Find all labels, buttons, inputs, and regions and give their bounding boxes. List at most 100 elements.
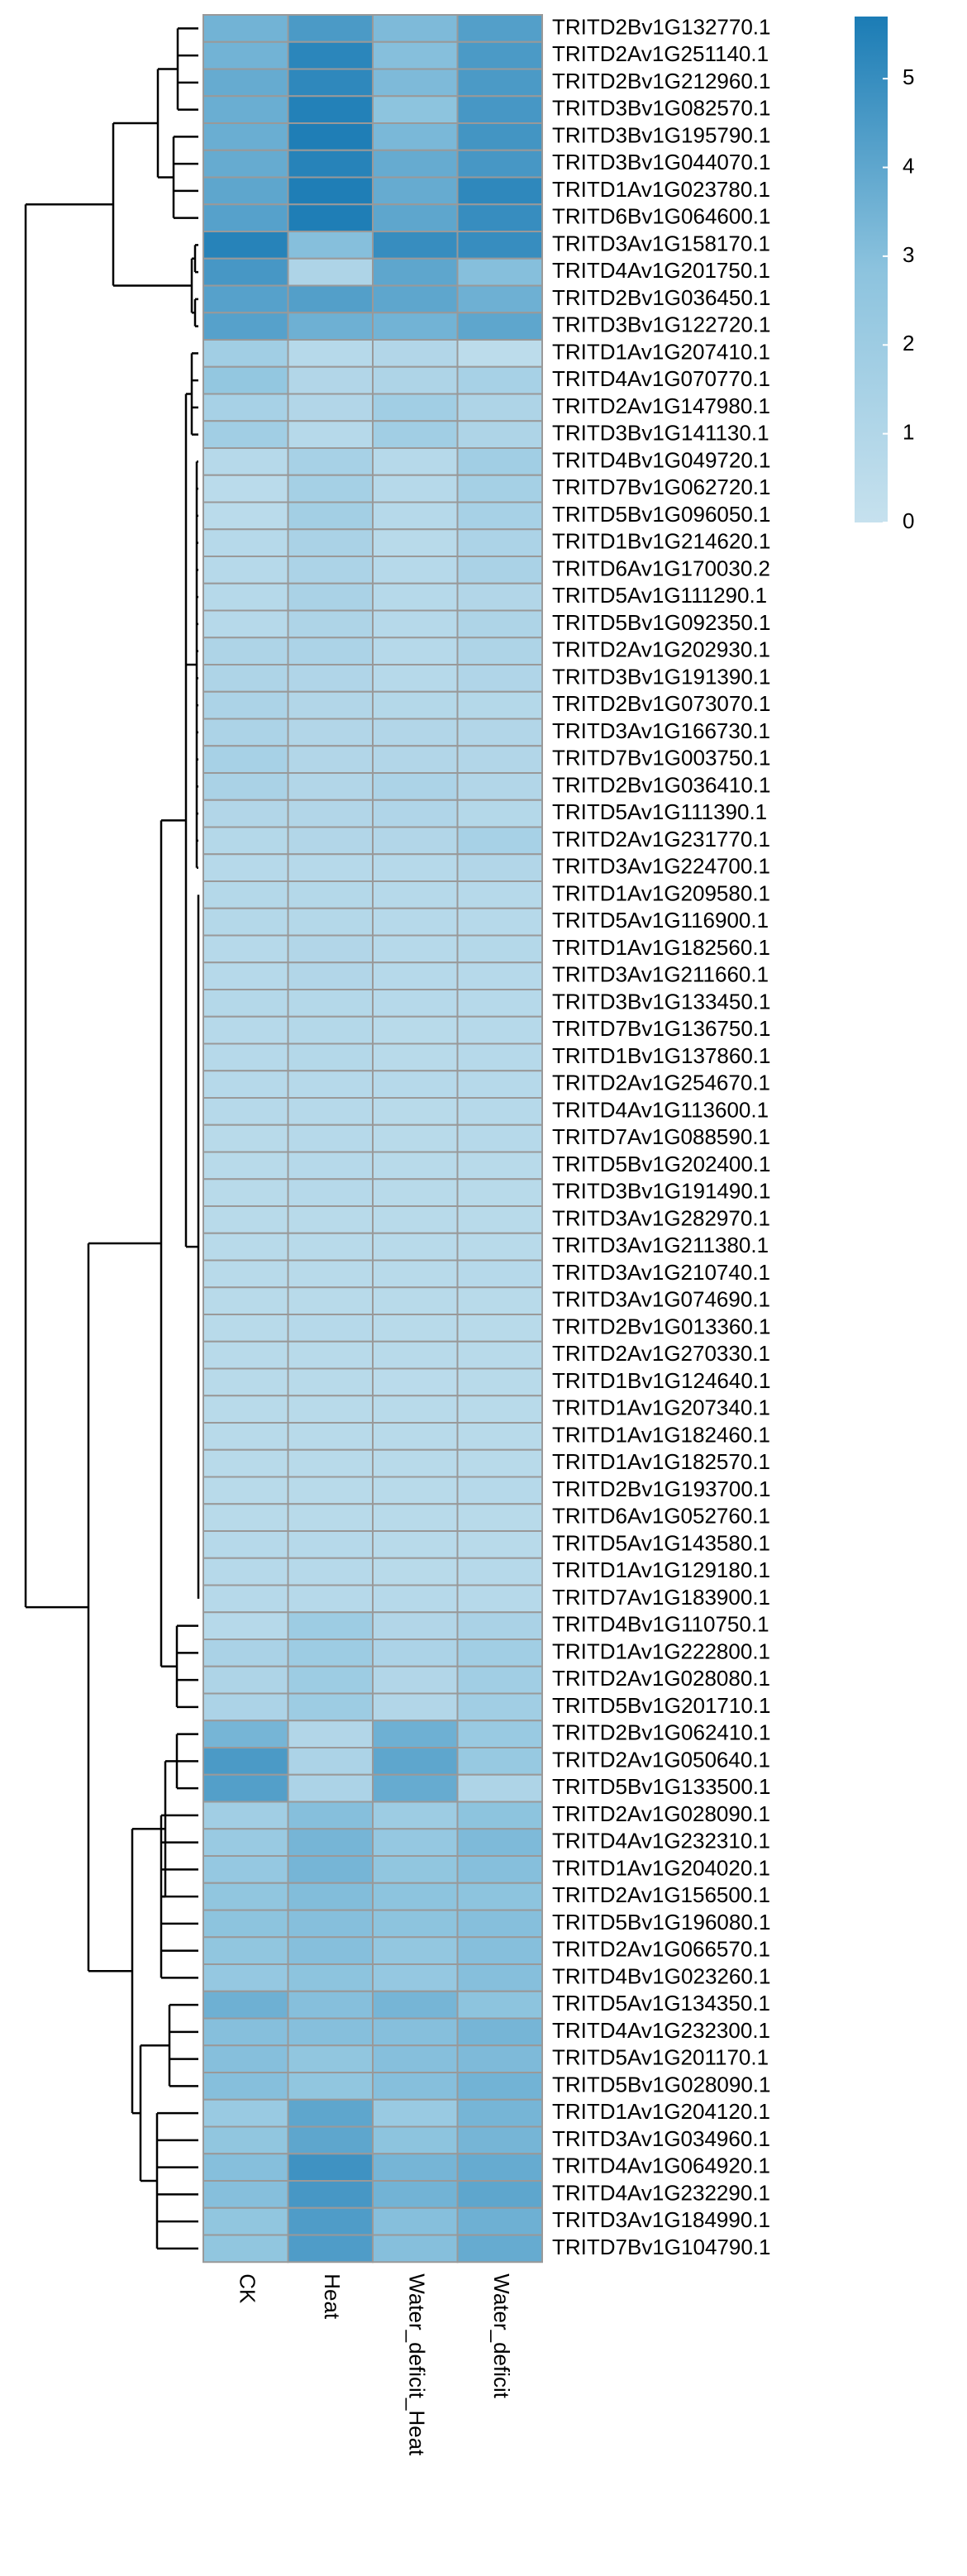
heatmap-cell [372, 1314, 459, 1343]
heatmap-cell [287, 826, 374, 856]
row-label: TRITD3Bv1G044070.1 [552, 150, 770, 174]
heatmap-cell [202, 556, 289, 584]
heatmap-cell [456, 1963, 543, 1992]
heatmap-cell [202, 1747, 289, 1776]
row-label: TRITD3Bv1G191390.1 [552, 664, 770, 689]
heatmap-cell [372, 501, 459, 531]
heatmap-cell [372, 1665, 459, 1695]
heatmap-cell [287, 1070, 374, 1099]
heatmap-cell [202, 1123, 289, 1153]
heatmap-cell [287, 1259, 374, 1289]
row-label: TRITD2Av1G254670.1 [552, 1071, 770, 1095]
heatmap-cell [372, 989, 459, 1018]
heatmap-cell [287, 1530, 374, 1559]
heatmap-cell [456, 203, 543, 232]
legend-tick-label: 2 [903, 331, 914, 355]
heatmap-cell [372, 1042, 459, 1072]
heatmap-cell [456, 1882, 543, 1911]
row-label: TRITD5Av1G134350.1 [552, 1991, 770, 2015]
heatmap-cell [456, 1097, 543, 1126]
heatmap-cell [372, 1801, 459, 1830]
heatmap-cell [287, 393, 374, 422]
heatmap-cell [372, 1584, 459, 1614]
legend-tick-label: 0 [903, 508, 914, 533]
heatmap-cell [287, 1395, 374, 1424]
heatmap-cell [287, 989, 374, 1018]
heatmap-cell [287, 1205, 374, 1234]
row-label: TRITD4Av1G113600.1 [552, 1097, 769, 1122]
heatmap-cell [372, 637, 459, 665]
heatmap-cell [202, 1042, 289, 1072]
row-label: TRITD7Av1G183900.1 [552, 1585, 770, 1610]
heatmap-cell [456, 474, 543, 503]
row-label: TRITD3Av1G166730.1 [552, 718, 770, 743]
heatmap-cell [372, 609, 459, 639]
heatmap-cell [202, 1909, 289, 1939]
heatmap-cell [372, 1990, 459, 2020]
heatmap-cell [287, 149, 374, 179]
heatmap-cell [372, 2098, 459, 2128]
heatmap-cell [202, 772, 289, 801]
row-label: TRITD3Bv1G133450.1 [552, 989, 770, 1014]
heatmap-cell [372, 1178, 459, 1207]
row-label: TRITD4Av1G064920.1 [552, 2154, 770, 2178]
heatmap-cell [372, 176, 459, 206]
heatmap-cell [202, 393, 289, 422]
heatmap-cell [456, 853, 543, 882]
heatmap-cell [372, 365, 459, 395]
heatmap-cell [456, 907, 543, 937]
heatmap-cell [202, 1286, 289, 1315]
heatmap-cell [456, 68, 543, 98]
heatmap-cell [456, 1151, 543, 1181]
heatmap-cell [287, 2098, 374, 2128]
heatmap-cell [372, 203, 459, 232]
row-label: TRITD3Bv1G141130.1 [552, 421, 769, 446]
heatmap-cell [456, 1936, 543, 1965]
heatmap-cell [456, 2180, 543, 2209]
heatmap-cell [456, 95, 543, 124]
heatmap-cell [456, 2125, 543, 2155]
heatmap-cell [202, 2206, 289, 2236]
heatmap-cell [456, 393, 543, 422]
heatmap-cell [287, 339, 374, 368]
heatmap-cell [287, 1611, 374, 1640]
heatmap-cell [372, 907, 459, 937]
heatmap-cell [372, 1909, 459, 1939]
heatmap-cell [372, 257, 459, 287]
heatmap-cell [372, 2180, 459, 2209]
heatmap-cell [456, 609, 543, 639]
heatmap-cell [202, 365, 289, 395]
heatmap-cell [372, 556, 459, 584]
heatmap-cell [372, 1639, 459, 1667]
heatmap-cell [202, 1232, 289, 1262]
heatmap-cell [287, 1720, 374, 1748]
heatmap-cell [372, 1936, 459, 1965]
heatmap-cell [372, 2017, 459, 2047]
heatmap-cell [372, 2153, 459, 2182]
heatmap-cell [287, 853, 374, 882]
heatmap-cell [456, 1178, 543, 1207]
row-label: TRITD2Av1G147980.1 [552, 394, 770, 418]
row-label: TRITD4Av1G070770.1 [552, 366, 770, 391]
heatmap-cell [372, 1963, 459, 1992]
row-label: TRITD4Bv1G049720.1 [552, 447, 770, 472]
heatmap-cell [372, 474, 459, 503]
heatmap-cell [287, 2072, 374, 2101]
heatmap-cell [202, 231, 289, 260]
heatmap-cell [372, 1367, 459, 1397]
heatmap-cell [287, 1042, 374, 1072]
heatmap-cell [456, 1639, 543, 1667]
heatmap-cell [372, 2072, 459, 2101]
row-label: TRITD6Av1G170030.2 [552, 556, 770, 580]
row-label: TRITD1Av1G182570.1 [552, 1449, 770, 1474]
column-label: Water_deficit [489, 2273, 514, 2399]
heatmap-cell [287, 1855, 374, 1884]
row-label: TRITD7Bv1G136750.1 [552, 1016, 770, 1041]
legend-tick-label: 3 [903, 242, 914, 267]
heatmap-cell [202, 2234, 289, 2264]
row-label: TRITD2Bv1G212960.1 [552, 69, 770, 93]
color-legend [855, 17, 888, 522]
heatmap-cell [202, 284, 289, 314]
heatmap-cell [456, 1747, 543, 1776]
heatmap-cell [202, 690, 289, 720]
